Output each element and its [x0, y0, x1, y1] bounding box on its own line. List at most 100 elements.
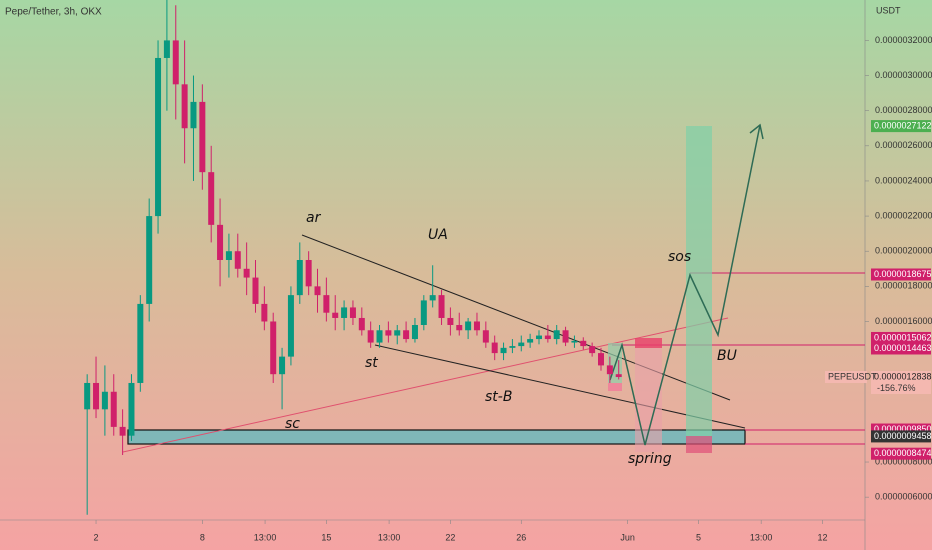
- candle-body: [394, 330, 401, 336]
- annotation: UA: [428, 227, 448, 243]
- y-tick-label: 0.0000026000: [875, 140, 932, 150]
- candle-body: [181, 84, 188, 129]
- price-tag-label: 0.0000009850: [874, 424, 932, 434]
- y-tick-label: 0.0000030000: [875, 70, 932, 80]
- candle-body: [314, 286, 321, 296]
- price-tag: [871, 268, 931, 281]
- candle-body: [217, 224, 224, 260]
- candle-body: [243, 268, 250, 278]
- price-tag: [871, 447, 931, 460]
- candle-body: [615, 374, 622, 378]
- x-tick-label: 5: [696, 532, 701, 542]
- candle-body: [420, 300, 427, 325]
- annotation: sos: [668, 249, 691, 265]
- projection-arrowhead: [749, 123, 764, 140]
- candle-body: [110, 391, 117, 427]
- candle-body: [473, 321, 480, 331]
- y-tick-label: 0.0000020000: [875, 246, 932, 256]
- axis-label: USDT: [876, 5, 901, 15]
- candle-body: [208, 172, 215, 225]
- y-tick-label: 0.0000016000: [875, 316, 932, 326]
- candle-body: [261, 303, 268, 322]
- y-tick-label: 0.0000018000: [875, 281, 932, 291]
- x-tick-label: 15: [321, 532, 331, 542]
- position-zone: [635, 348, 662, 452]
- candle-body: [491, 342, 498, 354]
- x-tick-label: 12: [817, 532, 827, 542]
- y-tick-label: 0.0000024000: [875, 175, 932, 185]
- price-tag-label: 0.0000015062: [874, 332, 932, 342]
- candle-body: [341, 307, 348, 318]
- annotation: st-B: [485, 389, 512, 405]
- candle-body: [172, 40, 179, 85]
- position-loss: [635, 338, 662, 348]
- candle-body: [128, 382, 135, 436]
- candle-body: [518, 342, 525, 347]
- candle-body: [527, 339, 534, 343]
- candle-body: [137, 303, 144, 383]
- candle-body: [367, 330, 374, 343]
- candle-body: [234, 251, 241, 269]
- candle-body: [323, 295, 330, 313]
- candle-body: [553, 330, 560, 340]
- position-profit: [686, 126, 712, 436]
- candle-body: [456, 325, 463, 331]
- annotation: spring: [628, 451, 672, 467]
- position-loss: [686, 436, 712, 453]
- x-tick-label: 26: [516, 532, 526, 542]
- candles: [84, 0, 622, 515]
- candle-body: [146, 216, 153, 304]
- candle-body: [438, 295, 445, 318]
- candle-body: [606, 365, 613, 375]
- drawings: [122, 123, 865, 453]
- symbol-label: PEPEUSDT: [828, 371, 877, 381]
- x-tick-label: 13:00: [750, 532, 773, 542]
- annotation: st: [365, 355, 378, 371]
- candle-body: [535, 335, 542, 340]
- change-label: -156.76%: [877, 383, 916, 393]
- price-tag: [871, 371, 931, 384]
- y-tick-label: 0.0000006000: [875, 492, 932, 502]
- candle-body: [385, 330, 392, 336]
- candle-body: [225, 251, 232, 260]
- rising-line: [122, 317, 729, 453]
- candle-body: [500, 347, 507, 354]
- candle-body: [571, 340, 578, 343]
- x-tick-label: 22: [445, 532, 455, 542]
- x-tick-label: 8: [200, 532, 205, 542]
- candle-body: [84, 382, 91, 410]
- candle-body: [190, 101, 197, 129]
- candle-body: [403, 330, 410, 340]
- candle-body: [305, 260, 312, 287]
- y-tick-label: 0.0000032000: [875, 35, 932, 45]
- price-tag-label: 0.0000027122: [874, 120, 932, 130]
- x-tick-label: 2: [94, 532, 99, 542]
- price-tag: [871, 331, 931, 344]
- candle-body: [101, 391, 108, 410]
- price-tag-label: 0.0000012838: [874, 371, 932, 381]
- candle-body: [270, 321, 277, 375]
- annotation: ar: [306, 210, 322, 226]
- chart-title: Pepe/Tether, 3h, OKX: [5, 7, 102, 18]
- candle-body: [447, 317, 454, 325]
- candle-body: [429, 295, 436, 301]
- price-tag: [871, 342, 931, 355]
- candle-body: [376, 330, 383, 343]
- x-tick-label: 13:00: [378, 532, 401, 542]
- price-tag-label: 0.0000009458: [874, 431, 932, 441]
- lower-trendline: [374, 344, 746, 429]
- candle-body: [163, 40, 170, 58]
- candle-body: [509, 346, 516, 348]
- annotation: sc: [285, 416, 300, 432]
- annotation: BU: [717, 348, 737, 364]
- candle-body: [332, 312, 339, 318]
- price-tag: [871, 120, 931, 133]
- candle-body: [296, 260, 303, 296]
- y-tick-label: 0.0000008000: [875, 456, 932, 466]
- candle-body: [562, 330, 569, 343]
- candle-body: [199, 101, 206, 173]
- price-tag-label: 0.0000018675: [874, 269, 932, 279]
- price-tag: [871, 430, 931, 443]
